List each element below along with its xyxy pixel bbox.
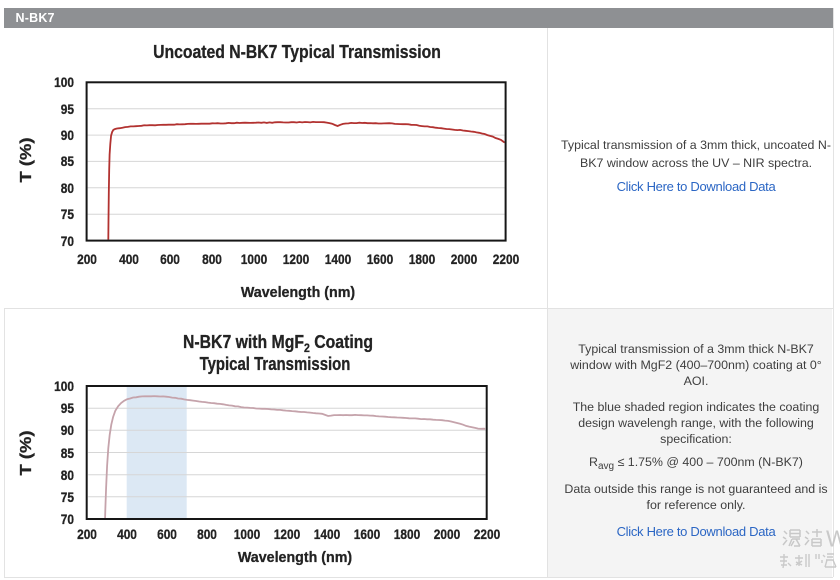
svg-text:W: W <box>826 526 840 552</box>
